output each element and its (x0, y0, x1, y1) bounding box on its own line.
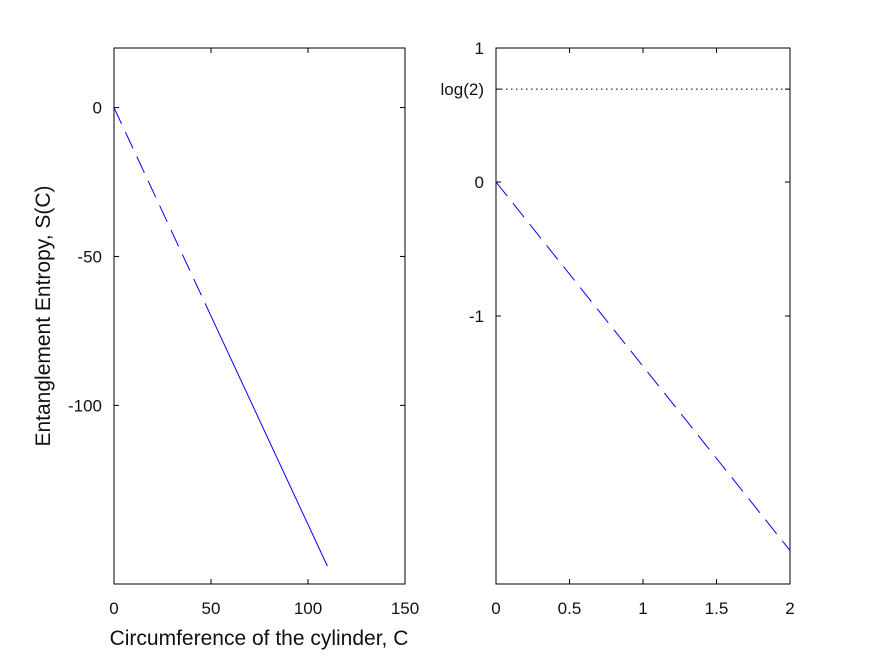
left-y-tick-label: -50 (77, 247, 102, 266)
right-series-dashed-line (495, 181, 791, 551)
left-x-tick-labels: 0 50 100 150 (109, 599, 419, 618)
left-plot-frame (113, 47, 406, 585)
right-y-tick-label: 1 (475, 39, 484, 58)
left-x-tick-label: 150 (391, 599, 419, 618)
right-series (495, 88, 791, 551)
right-y-tick-label: -1 (469, 307, 484, 326)
left-y-axis-title: Entanglement Entropy, S(C) (32, 185, 55, 446)
left-x-axis-title: Circumference of the cylinder, C (110, 627, 409, 650)
left-ticks (113, 48, 406, 584)
right-x-tick-label: 0 (491, 599, 500, 618)
left-panel: 0 50 100 150 0 -50 -100 Circumference of the … (32, 47, 419, 650)
right-panel: 0 0.5 1 1.5 2 1 log(2) 0 -1 (441, 39, 795, 618)
left-series-dashed-segment (113, 107, 211, 315)
left-y-tick-labels: 0 -50 -100 (68, 99, 102, 416)
right-x-tick-label: 1 (638, 599, 647, 618)
right-y-tick-label: log(2) (441, 80, 484, 99)
right-x-tick-label: 1.5 (705, 599, 729, 618)
right-x-tick-label: 2 (785, 599, 794, 618)
right-ticks (495, 47, 791, 584)
left-x-tick-label: 100 (294, 599, 322, 618)
left-series-solid-segment (209, 313, 328, 567)
right-x-tick-label: 0.5 (558, 599, 582, 618)
left-y-tick-label: -100 (68, 396, 102, 415)
right-y-tick-labels: 1 log(2) 0 -1 (441, 39, 484, 326)
right-x-tick-labels: 0 0.5 1 1.5 2 (491, 599, 794, 618)
right-y-tick-label: 0 (475, 173, 484, 192)
left-series (113, 107, 328, 567)
left-y-tick-label: 0 (93, 99, 102, 118)
left-x-tick-label: 0 (109, 599, 118, 618)
right-plot-frame (495, 47, 791, 585)
left-x-tick-label: 50 (202, 599, 221, 618)
